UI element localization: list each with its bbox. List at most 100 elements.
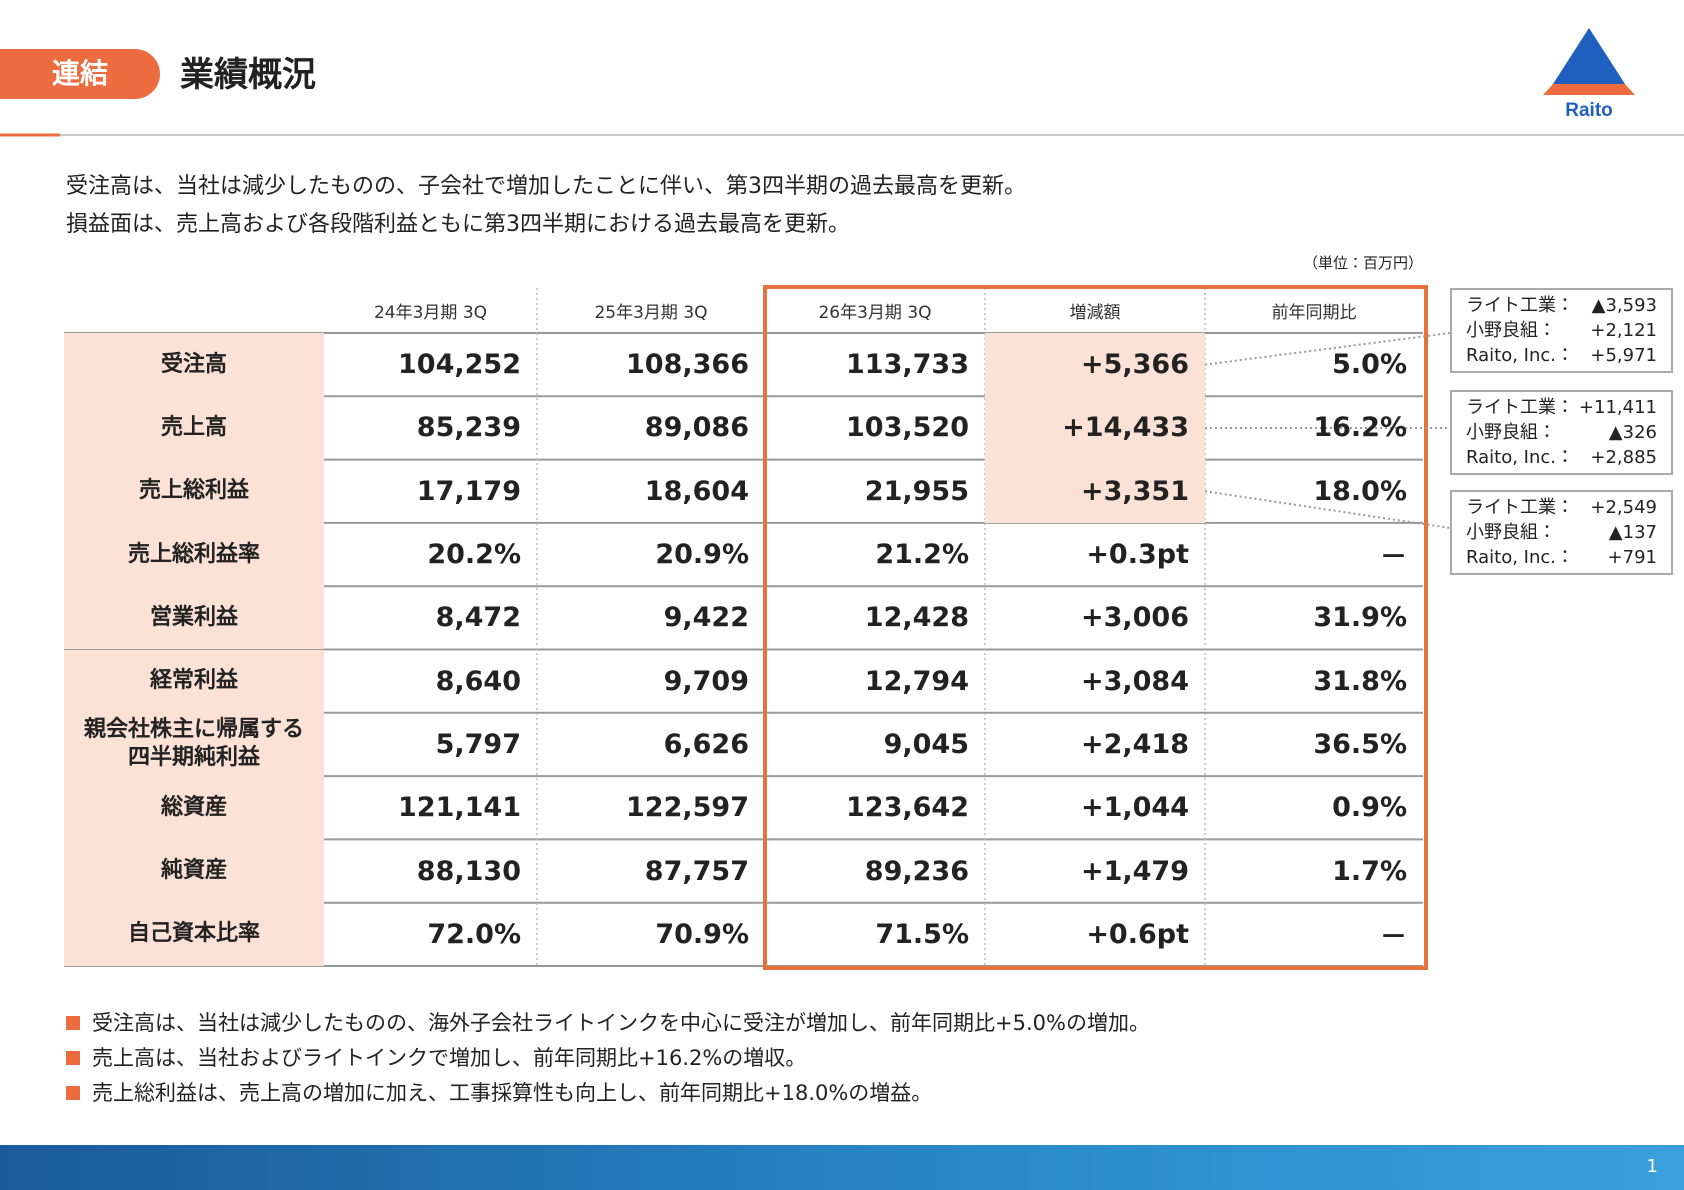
callout-line: 小野良組： +2,121 xyxy=(1466,318,1657,343)
callout: ライト工業： ▲3,593 小野良組： +2,121 Raito, Inc.： +5,97… xyxy=(1450,288,1673,373)
cell-value: 103,520 xyxy=(846,412,969,444)
callout-value: +2,549 xyxy=(1590,497,1657,518)
column-header: 25年3月期 3Q xyxy=(594,302,708,323)
cell-value: 6,626 xyxy=(663,728,749,760)
cell-value: 8,640 xyxy=(435,665,521,697)
unit: （単位：百万円） xyxy=(1302,254,1423,272)
callout-line: ライト工業： +2,549 xyxy=(1466,495,1657,520)
callout-line: Raito, Inc.： +791 xyxy=(1466,545,1657,570)
cell-value: 88,130 xyxy=(416,855,521,887)
cell-value: 17,179 xyxy=(416,475,521,507)
callout-label: Raito, Inc.： xyxy=(1466,447,1574,468)
cell-value: 121,141 xyxy=(398,792,521,824)
cell-value: +2,418 xyxy=(1080,728,1189,760)
cell-value: +3,084 xyxy=(1080,665,1189,697)
cell-value: 36.5% xyxy=(1313,728,1407,760)
cell-value: － xyxy=(1380,542,1407,574)
callout-connector xyxy=(1204,490,1451,529)
cell-value: 9,045 xyxy=(883,728,969,760)
callout-label: ライト工業： xyxy=(1466,295,1574,316)
cell-value: 1.7% xyxy=(1332,855,1407,887)
bullet: 売上高は、当社およびライトインクで増加し、前年同期比+16.2%の増収。 xyxy=(66,1043,806,1073)
callout: ライト工業： +2,549 小野良組： ▲137 Raito, Inc.： +791 xyxy=(1450,490,1673,575)
cell-value: 8,472 xyxy=(435,602,521,634)
bullet: 売上総利益は、売上高の増加に加え、工事採算性も向上し、前年同期比+18.0%の増… xyxy=(66,1078,932,1108)
callout-value: +5,971 xyxy=(1590,345,1657,366)
highlight-frame xyxy=(763,285,1428,970)
callout-line: ライト工業： +11,411 xyxy=(1466,395,1657,420)
callout-connector xyxy=(1204,332,1451,366)
callout-label: Raito, Inc.： xyxy=(1466,547,1574,568)
cell-value: 70.9% xyxy=(655,918,749,950)
bullet-marker xyxy=(66,1086,80,1100)
cell-value: +5,366 xyxy=(985,333,1205,397)
row-label: 売上総利益 xyxy=(64,459,324,523)
row-label: 親会社株主に帰属する 四半期純利益 xyxy=(64,712,324,777)
callout-label: 小野良組： xyxy=(1466,422,1556,443)
cell-value: +3,351 xyxy=(985,459,1205,523)
row-label: 経常利益 xyxy=(64,649,324,713)
callout-label: 小野良組： xyxy=(1466,522,1556,543)
cell-value: 5.0% xyxy=(1332,349,1407,381)
row-label: 総資産 xyxy=(64,776,324,840)
cell-value: +1,044 xyxy=(1080,792,1189,824)
callout-value: +791 xyxy=(1607,547,1657,568)
cell-value: 89,086 xyxy=(644,412,749,444)
cell-value: 87,757 xyxy=(644,855,749,887)
cell-value: 31.9% xyxy=(1313,602,1407,634)
cell-value: 12,794 xyxy=(864,665,969,697)
callout-value: +2,885 xyxy=(1590,447,1657,468)
callout-line: ライト工業： ▲3,593 xyxy=(1466,293,1657,318)
row-label: 純資産 xyxy=(64,839,324,903)
callout-value: ▲326 xyxy=(1608,422,1657,443)
column-header: 26年3月期 3Q xyxy=(818,302,932,323)
cell-value: +14,433 xyxy=(985,396,1205,460)
callout-value: ▲3,593 xyxy=(1591,295,1657,316)
column-header: 増減額 xyxy=(1069,302,1121,323)
callout-label: Raito, Inc.： xyxy=(1466,345,1574,366)
row-label: 売上総利益率 xyxy=(64,522,324,587)
cell-value: 16.2% xyxy=(1313,412,1407,444)
row-label: 売上高 xyxy=(64,396,324,460)
callout-line: 小野良組： ▲137 xyxy=(1466,520,1657,545)
cell-value: 18.0% xyxy=(1313,475,1407,507)
title: 業績概況 xyxy=(180,55,316,95)
callout-value: +11,411 xyxy=(1578,397,1657,418)
cell-value: 20.2% xyxy=(427,539,521,571)
callout-label: 小野良組： xyxy=(1466,320,1556,341)
cell-value: +0.6pt xyxy=(1086,918,1189,950)
callout-label: ライト工業： xyxy=(1466,497,1574,518)
cell-value: 108,366 xyxy=(626,349,749,381)
callout-label: ライト工業： xyxy=(1466,397,1574,418)
column-header: 24年3月期 3Q xyxy=(373,302,488,323)
callout: ライト工業： +11,411 小野良組： ▲326 Raito, Inc.： +2,885 xyxy=(1450,390,1673,475)
cell-value: 9,422 xyxy=(663,602,749,634)
cell-value: 9,709 xyxy=(663,665,749,697)
cell-value: 89,236 xyxy=(864,855,969,887)
cell-value: +3,006 xyxy=(1080,602,1189,634)
cell-value: 71.5% xyxy=(875,918,969,950)
bullet-text: 売上高は、当社およびライトインクで増加し、前年同期比+16.2%の増収。 xyxy=(92,1046,807,1070)
row-label: 自己資本比率 xyxy=(64,902,324,966)
bullet: 受注高は、当社は減少したものの、海外子会社ライトインクを中心に受注が増加し、前年… xyxy=(66,1008,1150,1038)
callout-line: 小野良組： ▲326 xyxy=(1466,420,1657,445)
bullet-text: 売上総利益は、売上高の増加に加え、工事採算性も向上し、前年同期比+18.0%の増… xyxy=(92,1081,933,1105)
bullet-marker xyxy=(66,1016,80,1030)
callout-line: Raito, Inc.： +5,971 xyxy=(1466,343,1657,368)
cell-value: 21,955 xyxy=(864,475,969,507)
cell-value: － xyxy=(1380,921,1407,953)
cell-value: 5,797 xyxy=(435,728,521,760)
cell-value: +1,479 xyxy=(1080,855,1189,887)
callout-value: ▲137 xyxy=(1608,522,1657,543)
logo: Raito xyxy=(1565,100,1613,121)
footer-band xyxy=(0,1145,1684,1190)
row-label: 営業利益 xyxy=(64,586,324,650)
intro: 損益面は、売上高および各段階利益ともに第3四半期における過去最高を更新。 xyxy=(66,212,850,237)
cell-value: +0.3pt xyxy=(1086,539,1189,571)
page-number: 1 xyxy=(1646,1156,1658,1177)
cell-value: 104,252 xyxy=(398,349,521,381)
column-header: 前年同期比 xyxy=(1271,302,1357,323)
bullet-text: 受注高は、当社は減少したものの、海外子会社ライトインクを中心に受注が増加し、前年… xyxy=(92,1011,1150,1035)
cell-value: 85,239 xyxy=(416,412,521,444)
